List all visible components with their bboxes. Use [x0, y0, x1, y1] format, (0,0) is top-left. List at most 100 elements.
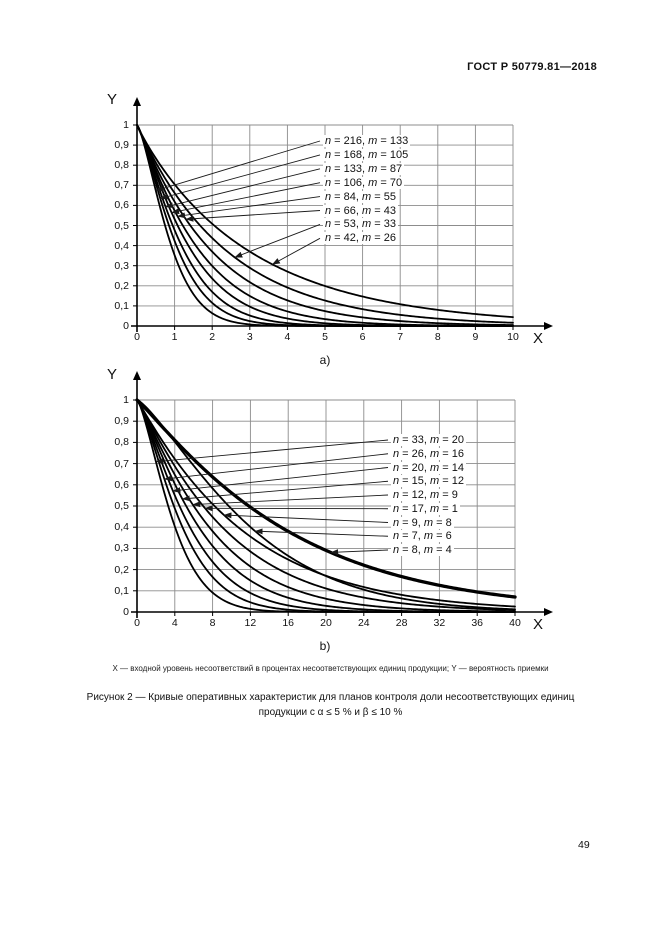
legend-callout-arrow [185, 210, 321, 222]
legend-callout-arrow [163, 453, 389, 482]
y-axis-arrowhead-icon [133, 97, 141, 106]
legend-callout-arrow [177, 196, 321, 219]
legend-callout-arrow [155, 439, 389, 464]
legend-item: n = 26, m = 16 [391, 447, 466, 460]
y-tick-label: 0,1 [114, 299, 129, 312]
y-tick-label: 0,9 [114, 415, 129, 428]
oc-curve-n53-m33 [136, 124, 514, 324]
legend-item: n = 20, m = 14 [391, 461, 466, 474]
legend-item: n = 53, m = 33 [323, 218, 398, 231]
y-tick-label: 0,8 [114, 159, 129, 172]
x-tick-label: 40 [509, 617, 521, 629]
legend-item: n = 9, m = 8 [391, 516, 454, 529]
x-tick-label: 7 [397, 331, 404, 343]
legend-item: n = 33, m = 20 [391, 434, 466, 446]
legend-item: n = 15, m = 12 [391, 475, 466, 488]
y-tick-label: 0,7 [114, 179, 129, 192]
x-tick-label: 4 [284, 331, 291, 343]
legend-callout-arrow [271, 237, 321, 265]
x-tick-label: 0 [134, 331, 140, 343]
x-tick-label: 16 [282, 617, 295, 629]
legend-item: n = 12, m = 9 [391, 489, 460, 501]
y-tick-label: 0 [123, 606, 129, 618]
y-tick-label: 0,4 [114, 239, 129, 252]
y-tick-label: 0,5 [114, 219, 129, 232]
y-tick-label: 0,4 [114, 521, 129, 534]
x-tick-label: 8 [209, 617, 216, 629]
y-tick-label: 0,2 [114, 563, 129, 576]
chart-a-sublabel: a) [319, 353, 331, 367]
oc-curve-n7-m6 [136, 399, 516, 611]
x-tick-label: 9 [472, 331, 479, 343]
oc-curve-n12-m9 [136, 399, 516, 613]
x-tick-label: 6 [359, 331, 366, 343]
y-tick-label: 0,9 [114, 139, 129, 152]
x-tick-label: 20 [320, 617, 332, 629]
oc-curve-n42-m26 [136, 124, 514, 319]
legend-callout-arrow [254, 528, 389, 537]
legend-callout-arrow [234, 223, 321, 258]
y-tick-label: 0,6 [114, 199, 129, 212]
oc-curve-n66-m43 [136, 124, 514, 326]
legend-item: n = 216, m = 133 [323, 135, 411, 147]
x-tick-label: 3 [246, 331, 253, 343]
legend-callout-arrow [330, 549, 389, 556]
legend-item: n = 7, m = 6 [391, 530, 454, 543]
y-tick-label: 0,8 [114, 436, 129, 449]
x-tick-label: 28 [395, 617, 408, 629]
y-tick-label: 0 [123, 320, 129, 332]
legend-item: n = 133, m = 87 [323, 162, 405, 175]
legend-callout-arrow [172, 467, 389, 494]
x-tick-label: 32 [433, 617, 446, 629]
y-tick-label: 0,7 [114, 457, 129, 470]
x-tick-label: 10 [507, 331, 519, 343]
oc-curve-n8-m4 [135, 398, 517, 599]
x-axis-arrowhead-icon [544, 608, 553, 616]
y-tick-label: 0,2 [114, 279, 129, 292]
y-tick-label: 0,1 [114, 584, 129, 597]
document-header: ГОСТ Р 50779.81—2018 [467, 61, 597, 73]
legend-item: n = 84, m = 55 [323, 190, 398, 203]
y-axis-arrowhead-icon [133, 371, 141, 380]
chart-a [131, 97, 553, 332]
y-tick-label: 0,3 [114, 259, 129, 272]
legend-item: n = 66, m = 43 [323, 204, 398, 217]
oc-curve-n84-m55 [136, 124, 514, 327]
x-tick-label: 12 [244, 617, 257, 629]
x-tick-label: 36 [471, 617, 484, 629]
y-tick-label: 1 [123, 394, 129, 406]
legend-item: n = 8, m = 4 [391, 544, 454, 556]
legend-callout-arrow [155, 140, 321, 192]
axes-definition-footnote: X — входной уровень несоответствий в про… [112, 664, 549, 673]
x-axis-arrowhead-icon [544, 322, 553, 330]
legend-callout-arrow [159, 154, 321, 200]
chart-b [131, 371, 553, 618]
figure-caption-line2: продукции с α ≤ 5 % и β ≤ 10 % [258, 707, 403, 718]
x-tick-label: 4 [171, 617, 178, 629]
legend-callout-arrow [181, 480, 389, 502]
figure-caption-line1: Рисунок 2 — Кривые оперативных характери… [86, 692, 575, 703]
x-tick-label: 0 [134, 617, 140, 629]
y-tick-label: 0,6 [114, 478, 129, 491]
legend-callout-arrow [171, 182, 321, 215]
y-tick-label: 1 [123, 119, 129, 131]
legend-callout-arrow [165, 168, 321, 209]
oc-curve-n15-m12 [136, 399, 516, 613]
legend-item: n = 106, m = 70 [323, 176, 405, 189]
page-number: 49 [578, 839, 590, 851]
x-tick-label: 2 [209, 331, 216, 343]
chart-a-x-axis-title: X [533, 330, 544, 347]
legend-item: n = 168, m = 105 [323, 148, 411, 161]
chart-b-y-axis-title: Y [107, 366, 118, 383]
chart-a-y-axis-title: Y [107, 91, 118, 108]
legend-item: n = 17, m = 1 [391, 502, 460, 515]
y-tick-label: 0,3 [114, 542, 129, 555]
chart-b-sublabel: b) [319, 639, 331, 653]
x-tick-label: 8 [434, 331, 441, 343]
x-tick-label: 5 [322, 331, 328, 343]
legend-item: n = 42, m = 26 [323, 232, 398, 245]
x-tick-label: 24 [357, 617, 370, 629]
chart-b-x-axis-title: X [533, 616, 544, 633]
